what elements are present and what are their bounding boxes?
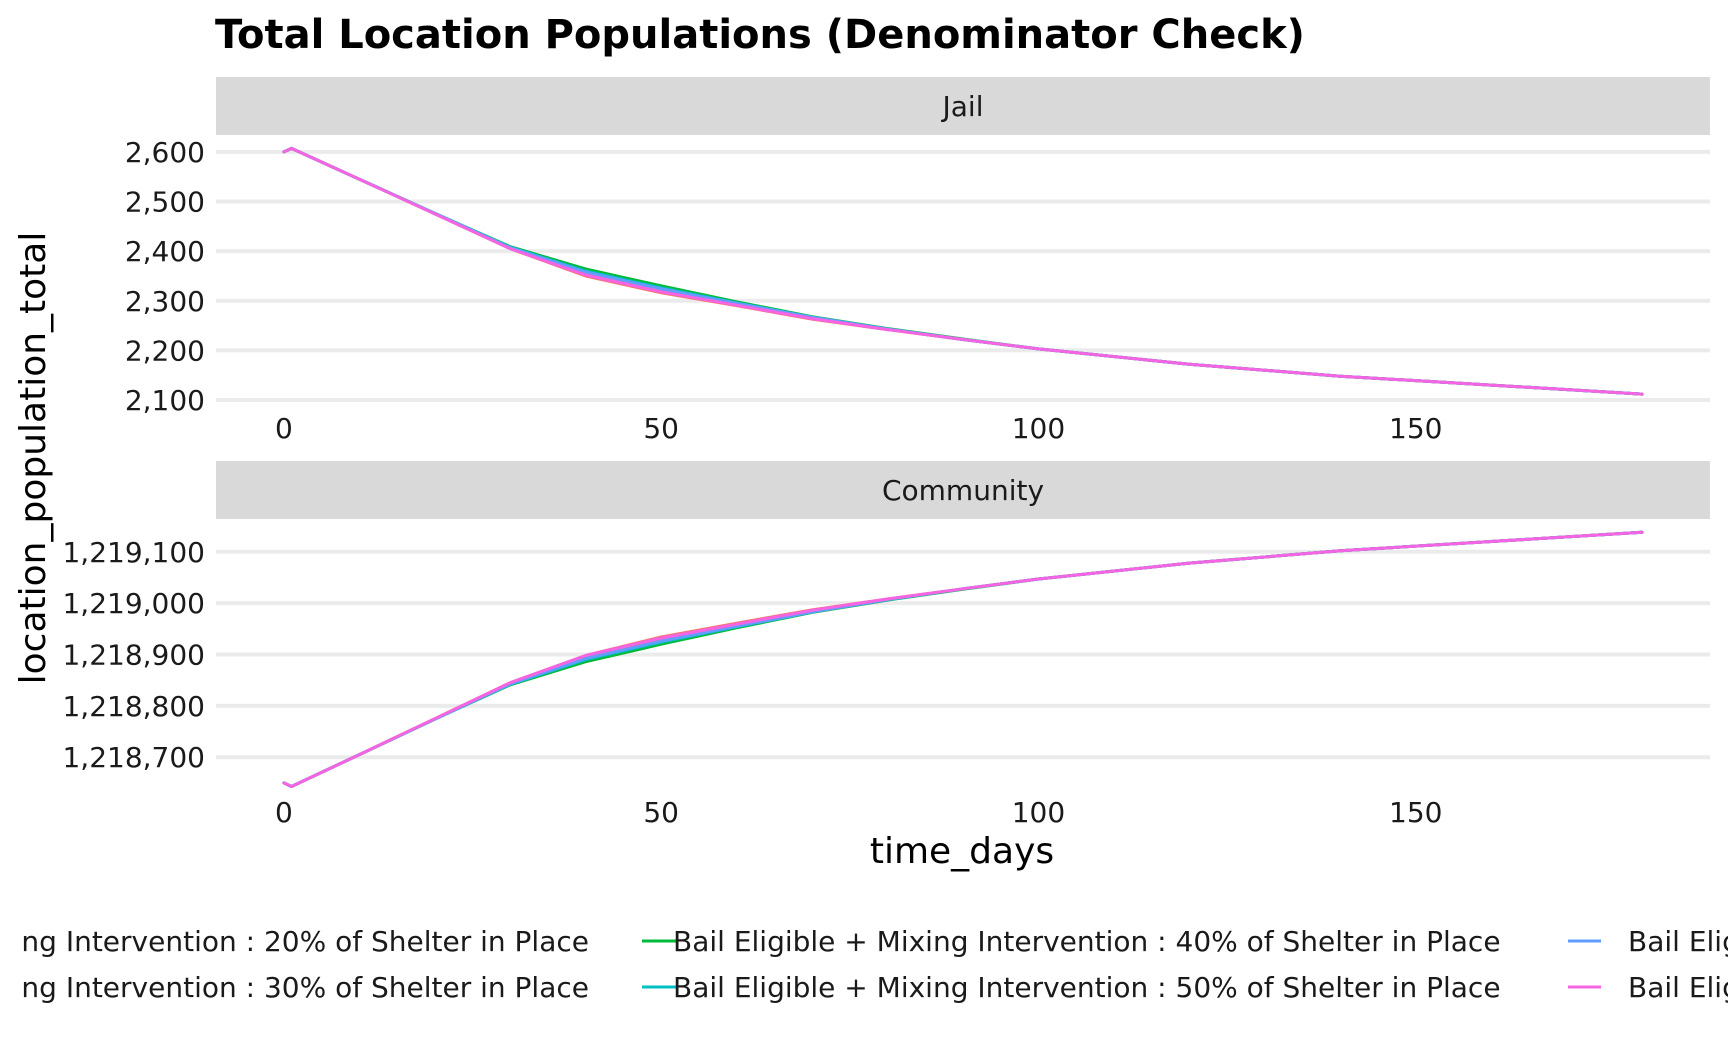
- legend-label-4: ng Intervention : 30% of Shelter in Plac…: [21, 971, 589, 1004]
- series-line-jail-1: [282, 146, 1644, 396]
- series-line-jail-5: [282, 146, 1644, 396]
- chart-legend: ng Intervention : 20% of Shelter in Plac…: [21, 925, 1728, 1004]
- series-line-community-4: [282, 530, 1644, 788]
- chart-title: Total Location Populations (Denominator …: [215, 12, 1305, 58]
- y-axis-title: location_population_total: [13, 232, 54, 685]
- panel-jail: Jail 2,100 2,200 2,300 2,400 2,500 2,600 0 50 100…: [125, 77, 1710, 445]
- x-tick-label-community: 0: [275, 796, 293, 829]
- y-tick-label-jail: 2,400: [125, 235, 205, 268]
- y-tick-label-jail: 2,300: [125, 285, 205, 318]
- facet-label-jail: Jail: [941, 90, 984, 123]
- series-line-community-2: [282, 530, 1644, 788]
- y-tick-label-community: 1,218,800: [62, 690, 205, 723]
- y-tick-label-community: 1,218,900: [62, 639, 205, 672]
- series-line-community-6: [282, 530, 1644, 788]
- y-tick-label-jail: 2,600: [125, 136, 205, 169]
- y-tick-label-jail: 2,500: [125, 186, 205, 219]
- x-axis-title: time_days: [870, 831, 1054, 872]
- legend-label-2: Bail Eligible + Mixing Intervention : 40…: [673, 925, 1501, 958]
- series-line-jail-2: [282, 146, 1644, 396]
- facet-label-community: Community: [882, 474, 1044, 507]
- x-tick-label-jail: 100: [1012, 412, 1065, 445]
- y-tick-label-community: 1,219,100: [62, 536, 205, 569]
- legend-label-1: ng Intervention : 20% of Shelter in Plac…: [21, 925, 589, 958]
- chart-panels: Jail 2,100 2,200 2,300 2,400 2,500 2,600 0 50 100…: [62, 77, 1710, 829]
- y-tick-label-community: 1,218,700: [62, 741, 205, 774]
- y-tick-label-community: 1,219,000: [62, 587, 205, 620]
- series-line-community-1: [282, 530, 1644, 788]
- series-line-jail-6: [282, 146, 1644, 396]
- y-tick-label-jail: 2,200: [125, 334, 205, 367]
- y-tick-label-jail: 2,100: [125, 384, 205, 417]
- facet-strip-jail: [216, 77, 1710, 135]
- x-tick-label-jail: 50: [643, 412, 679, 445]
- x-tick-label-community: 100: [1012, 796, 1065, 829]
- series-line-jail-4: [282, 146, 1644, 396]
- series-line-community-5: [282, 530, 1644, 788]
- legend-label-6: Bail Elig: [1628, 971, 1728, 1004]
- legend-label-3: Bail Elig: [1628, 925, 1728, 958]
- x-tick-label-jail: 0: [275, 412, 293, 445]
- series-line-jail-3: [282, 146, 1644, 396]
- x-tick-label-jail: 150: [1389, 412, 1442, 445]
- facet-strip-community: [216, 461, 1710, 519]
- x-tick-label-community: 150: [1389, 796, 1442, 829]
- panel-community: Community 1,218,700 1,218,800 1,218,900 1,21…: [62, 461, 1710, 829]
- series-line-community-3: [282, 530, 1644, 788]
- legend-label-5: Bail Eligible + Mixing Intervention : 50…: [673, 971, 1501, 1004]
- x-tick-label-community: 50: [643, 796, 679, 829]
